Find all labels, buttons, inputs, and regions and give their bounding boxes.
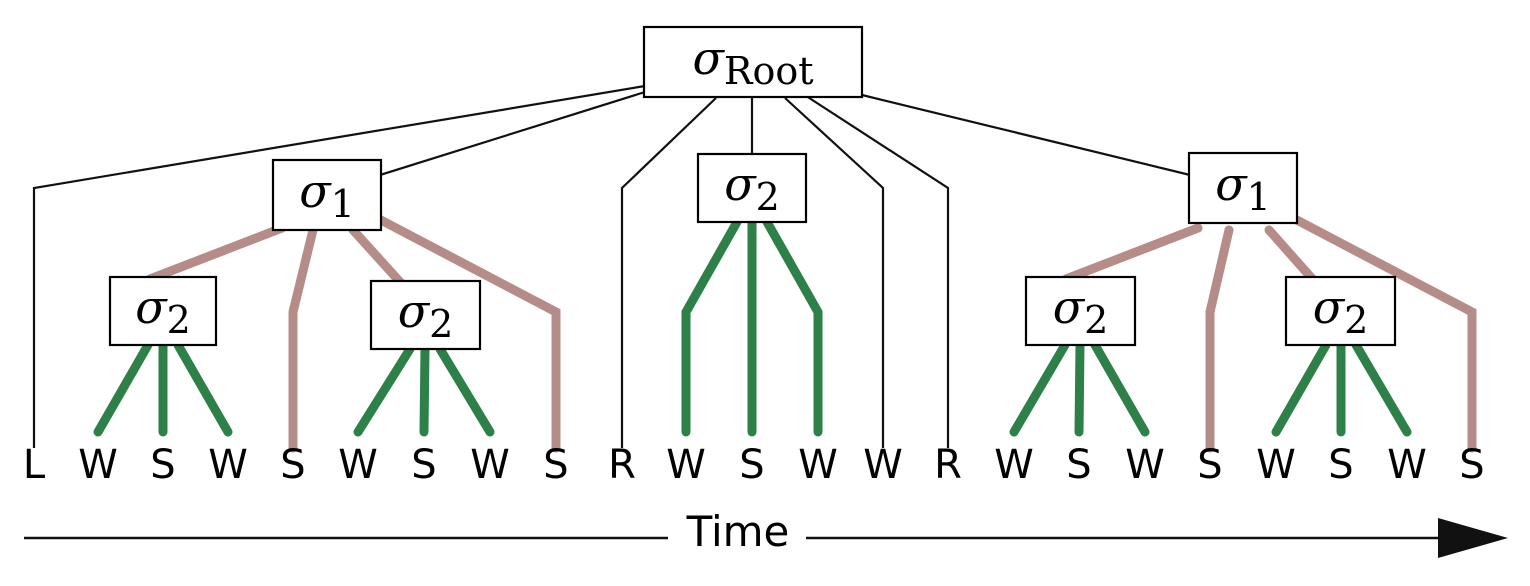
edge-s2d-to-w2	[1351, 340, 1412, 437]
leaf-label-5: W	[338, 442, 378, 488]
node-box	[642, 25, 864, 99]
time-axis-label: Time	[686, 507, 790, 556]
edge-s2a-to-w2	[173, 340, 233, 437]
leaf-label-16: S	[1066, 442, 1091, 488]
sigma-symbol: σ	[398, 284, 431, 338]
leaf-label-11: S	[739, 442, 764, 488]
edge-root-s1a	[379, 90, 646, 177]
node-s2b: σ2	[369, 279, 482, 351]
node-label: σ1	[1215, 157, 1271, 219]
node-label: σ2	[398, 284, 454, 346]
node-s1a: σ1	[271, 158, 383, 232]
leaf-label-10: W	[666, 442, 706, 488]
node-box	[369, 279, 482, 351]
node-s2mid: σ2	[696, 152, 808, 224]
leaf-label-6: S	[411, 442, 436, 488]
node-label: σ2	[135, 280, 191, 342]
leaf-label-7: W	[470, 442, 510, 488]
node-s2d: σ2	[1284, 275, 1397, 347]
node-label: σ2	[1053, 280, 1109, 342]
edge-s2c-to-w1	[1009, 340, 1070, 437]
edge-s1a-to-leaf-s2	[372, 213, 561, 453]
edge-s2mid-to-w2	[762, 217, 823, 437]
sigma-subscript: 1	[1247, 175, 1271, 219]
leaf-label-0: L	[23, 442, 46, 488]
node-box	[696, 152, 808, 224]
leaf-label-2: S	[150, 442, 175, 488]
node-label: σ2	[724, 157, 780, 219]
leaf-label-15: W	[994, 442, 1034, 488]
edge-s2c-to-s	[1074, 340, 1085, 437]
edge-root-s1b	[861, 93, 1191, 177]
leaf-label-14: R	[934, 442, 962, 488]
node-box	[271, 158, 383, 232]
leaf-label-21: W	[1387, 442, 1427, 488]
sigma-symbol: σ	[299, 164, 332, 218]
node-s2a: σ2	[108, 275, 218, 347]
leaf-label-8: S	[543, 442, 568, 488]
edge-root-leaf-r1	[620, 97, 717, 448]
sigma-subscript: 1	[331, 182, 355, 226]
node-s1b: σ1	[1187, 151, 1299, 225]
edge-s2a-to-w1	[93, 340, 153, 437]
tree-edges	[32, 84, 1477, 453]
edge-s2mid-to-w1	[681, 217, 742, 437]
node-s2c: σ2	[1024, 275, 1137, 347]
node-root: σRoot	[642, 25, 864, 99]
leaf-label-19: W	[1256, 442, 1296, 488]
edge-root-leaf-l	[32, 84, 646, 448]
edge-s1a-to-left-s2	[145, 223, 287, 284]
sigma-symbol: σ	[135, 280, 168, 334]
leaf-label-1: W	[78, 442, 118, 488]
leaf-label-17: W	[1125, 442, 1165, 488]
sigma-symbol: σ	[1215, 157, 1248, 211]
leaf-label-13: W	[863, 442, 903, 488]
sigma-symbol: σ	[1053, 280, 1086, 334]
sigma-subscript: 2	[1344, 298, 1368, 342]
edge-s2c-to-w2	[1090, 340, 1150, 437]
edge-s1a-to-right-s2	[348, 225, 406, 288]
leaf-label-4: S	[280, 442, 305, 488]
edge-s1b-to-leaf-s1	[1205, 225, 1234, 453]
sigma-subscript: 2	[756, 175, 780, 219]
sigma-symbol: σ	[724, 157, 757, 211]
node-box	[1187, 151, 1299, 225]
leaf-label-3: W	[208, 442, 248, 488]
leaf-label-12: W	[798, 442, 838, 488]
sigma-subscript: 2	[1084, 298, 1108, 342]
sigma-symbol: σ	[692, 31, 725, 85]
leaf-label-20: S	[1328, 442, 1353, 488]
edge-s1b-to-leaf-s2	[1288, 213, 1477, 453]
time-axis-arrowhead	[1438, 518, 1508, 558]
edge-s1a-to-leaf-s1	[288, 225, 318, 453]
leaf-label-18: S	[1197, 442, 1222, 488]
edge-s2d-to-w1	[1271, 340, 1331, 437]
sigma-subscript: 2	[429, 302, 453, 346]
node-box	[1024, 275, 1137, 347]
sigma-subscript: 2	[167, 298, 191, 342]
node-box	[108, 275, 218, 347]
edge-root-leaf-w	[784, 97, 885, 448]
node-label: σRoot	[692, 31, 813, 93]
leaf-label-22: S	[1459, 442, 1484, 488]
edge-s2b-to-s	[419, 344, 430, 437]
edge-s1b-to-left-s2	[1061, 223, 1203, 284]
edge-root-leaf-r2	[799, 91, 950, 448]
edge-s2b-to-w1	[353, 344, 415, 437]
leaf-label-9: R	[608, 442, 636, 488]
sigma-subscript: Root	[724, 49, 814, 93]
edge-s1b-to-right-s2	[1264, 225, 1321, 288]
time-axis: Time	[24, 507, 1508, 558]
node-box	[1284, 275, 1397, 347]
node-label: σ1	[299, 164, 355, 226]
edge-s2b-to-w2	[435, 344, 495, 437]
sigma-symbol: σ	[1313, 280, 1346, 334]
node-label: σ2	[1313, 280, 1369, 342]
